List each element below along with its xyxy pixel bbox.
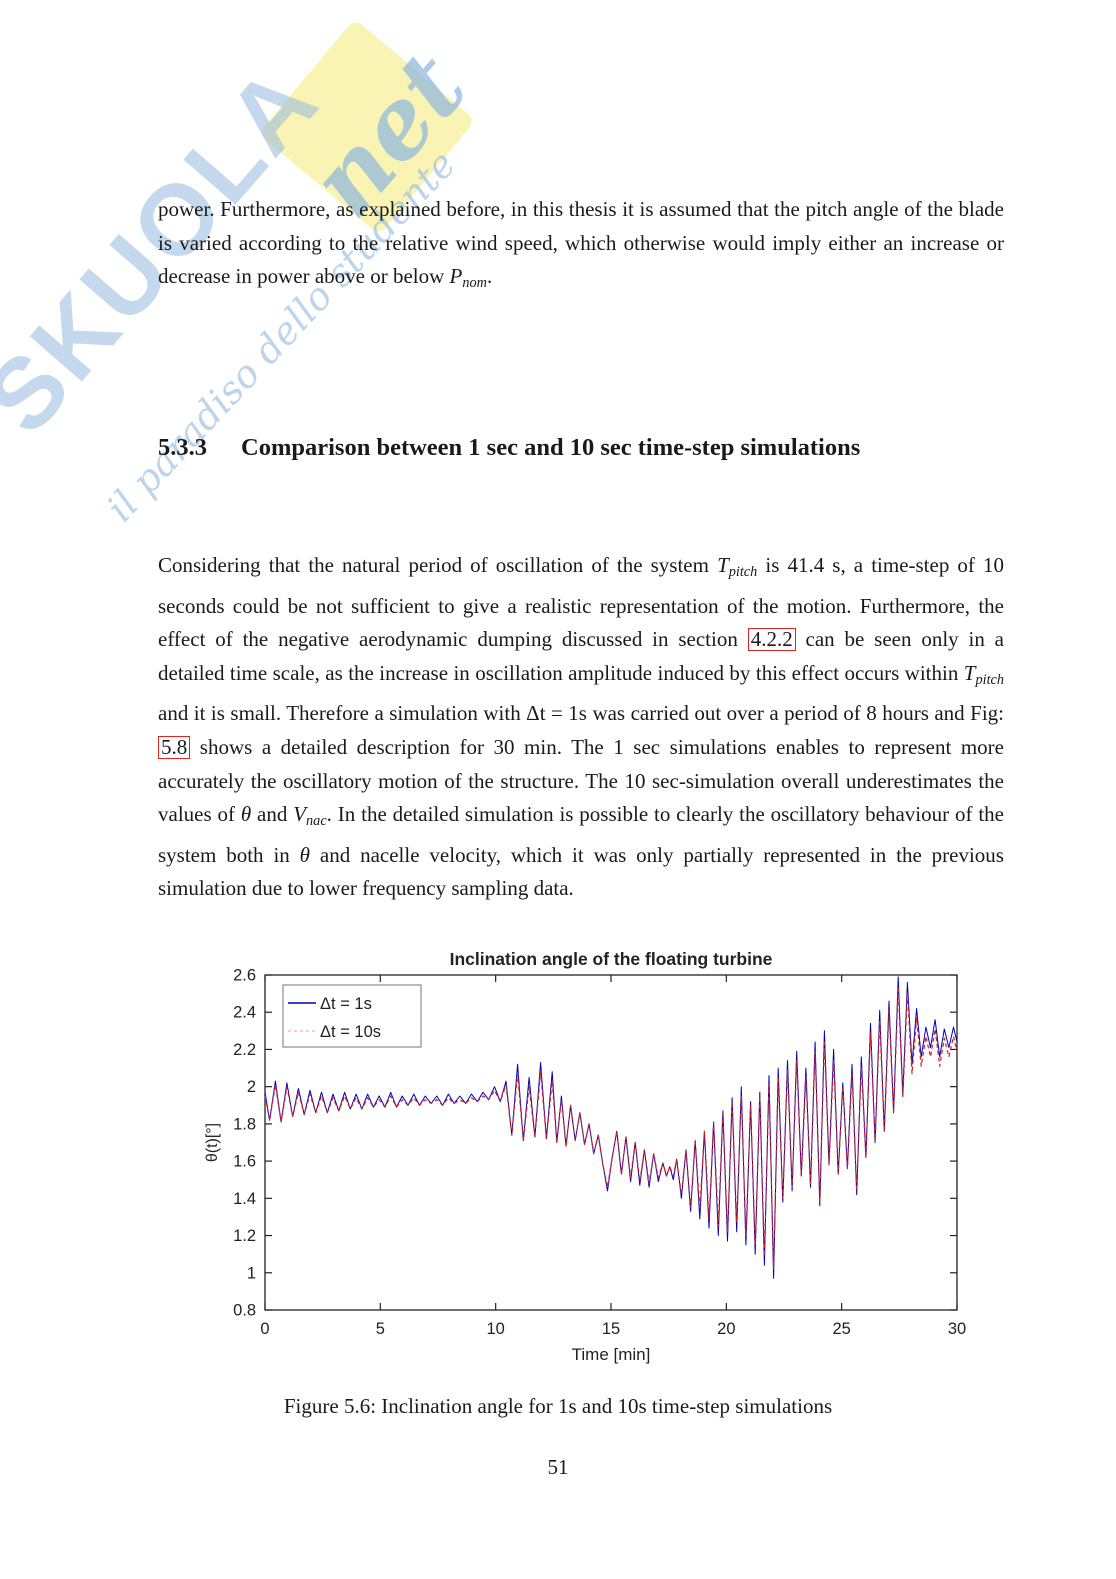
section-heading: 5.3.3 Comparison between 1 sec and 10 se…: [158, 434, 860, 462]
section-title: Comparison between 1 sec and 10 sec time…: [241, 434, 861, 461]
y-tick-label: 2.2: [233, 1041, 256, 1059]
series-10s: [264, 985, 958, 1270]
x-tick-label: 5: [376, 1320, 385, 1338]
text-segment: nom: [462, 275, 487, 292]
x-tick-label: 0: [260, 1320, 269, 1338]
ref-link[interactable]: 4.2.2: [747, 628, 796, 652]
inclination-angle-chart: 0 5 10 15 20 25 30 0.8 1 1.2 1.4 1.6 1.8 2 2.2 2.4 2.6 In…: [204, 949, 966, 1364]
x-tick-label: 30: [948, 1320, 966, 1338]
y-tick-label: 0.8: [233, 1302, 256, 1320]
text-segment: Considering that the natural period of o…: [158, 553, 718, 577]
text-segment: θ: [299, 842, 310, 867]
section-number: 5.3.3: [158, 434, 207, 461]
legend-label-1s: Δt = 1s: [320, 995, 372, 1013]
text-segment: can be seen only in a detailed time scal…: [158, 627, 1004, 685]
y-tick-label: 2.6: [233, 967, 256, 985]
text-segment: . In the detailed simulation is possible…: [158, 802, 1004, 867]
page-number: 51: [547, 1455, 569, 1479]
x-tick-label: 10: [486, 1320, 504, 1338]
chart-title: Inclination angle of the floating turbin…: [450, 949, 773, 969]
legend-box: [282, 984, 422, 1048]
text-segment: P: [449, 264, 463, 289]
y-tick-label: 1.6: [233, 1153, 256, 1171]
x-tick-label: 20: [717, 1320, 735, 1338]
text-segment: power. Furthermore, as explained before,…: [158, 197, 1004, 289]
y-tick-label: 1.4: [233, 1190, 256, 1208]
text-segment: shows a detailed description for 30 min.…: [158, 734, 1004, 827]
y-tick-label: 2: [247, 1078, 256, 1096]
y-tick-label: 1: [247, 1264, 256, 1282]
text-segment: .: [486, 264, 493, 289]
figure-caption: Figure 5.6: Inclination angle for 1s and…: [283, 1394, 833, 1418]
x-tick-label: 25: [832, 1320, 850, 1338]
y-axis-label: θ(t)[°]: [204, 1123, 221, 1162]
y-tick-label: 1.8: [233, 1115, 256, 1133]
text-segment: pitch: [728, 563, 758, 580]
text-segment: and it is small. Therefore a simulation …: [158, 701, 1004, 726]
text-segment: and nacelle velocity, which it was only …: [158, 842, 1004, 901]
paragraph-intro: power. Furthermore, as explained before,…: [158, 193, 1004, 301]
text-segment: is 41.4 s, a time-step of 10 seconds cou…: [158, 553, 1004, 652]
text-segment: nac: [306, 813, 327, 830]
y-tick-label: 2.4: [233, 1004, 256, 1022]
x-tick-label: 15: [602, 1320, 620, 1338]
ref-link[interactable]: 5.8: [158, 735, 191, 759]
paragraph-body: Considering that the natural period of o…: [158, 549, 1004, 906]
figure-chart: 0 5 10 15 20 25 30 0.8 1 1.2 1.4 1.6 1.8 2 2.2 2.4 2.6 In…: [195, 945, 975, 1385]
x-axis-label: Time [min]: [572, 1345, 651, 1364]
text-segment: θ: [240, 802, 252, 827]
legend-label-10s: Δt = 10s: [320, 1023, 381, 1041]
y-tick-label: 1.2: [233, 1227, 256, 1245]
text-segment: pitch: [975, 671, 1004, 688]
text-segment: T: [963, 660, 976, 685]
text-segment: V: [293, 802, 307, 827]
text-segment: and: [251, 802, 294, 827]
text-segment: T: [717, 553, 729, 577]
